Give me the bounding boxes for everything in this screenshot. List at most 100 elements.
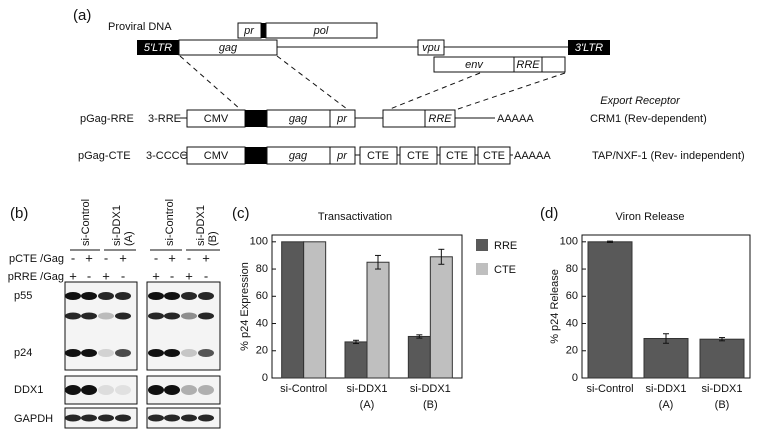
bar <box>407 335 431 379</box>
band <box>81 312 97 320</box>
bar <box>366 261 390 379</box>
band <box>115 312 131 320</box>
sign: - <box>187 250 191 265</box>
x-tick-label: (B) <box>423 399 438 411</box>
gene-label: pr <box>243 25 255 37</box>
panel-label: (d) <box>540 205 558 222</box>
band <box>65 292 81 300</box>
chart-title: Viron Release <box>616 211 685 223</box>
charts: (c) Transactivation % p24 Expression 0 20 40 6… <box>232 205 751 411</box>
band <box>98 414 114 422</box>
element-label: CTE <box>407 150 429 162</box>
band-label: GAPDH <box>14 413 53 425</box>
y-axis-label: % p24 Expression <box>239 262 251 351</box>
construct-name: pGag-CTE <box>78 150 131 162</box>
error-bar <box>607 240 613 243</box>
band <box>98 385 114 395</box>
band <box>98 349 114 357</box>
construct-prefix: 3-CCCC <box>146 150 188 162</box>
band <box>65 312 81 320</box>
blot <box>146 375 221 405</box>
element-label: pr <box>336 113 348 125</box>
sign: + <box>119 250 127 265</box>
x-tick-label: si-DDX1 <box>646 383 687 395</box>
element-label: CTE <box>483 150 505 162</box>
lane-header: (A) <box>123 231 135 246</box>
element-label: gag <box>289 150 308 162</box>
y-tick-label: 40 <box>566 317 578 329</box>
caption: Proviral DNA <box>108 21 172 33</box>
gene <box>433 56 566 73</box>
receptor: CRM1 (Rev-dependent) <box>590 113 707 125</box>
y-tick-label: 20 <box>256 345 268 357</box>
x-tick-label: si-Control <box>280 383 327 395</box>
band <box>81 414 97 422</box>
sign: + <box>69 268 77 283</box>
element-label: CTE <box>367 150 389 162</box>
band <box>198 385 214 395</box>
band-label: p24 <box>14 347 32 359</box>
sign: - <box>154 250 158 265</box>
band-label: p55 <box>14 290 32 302</box>
legend-swatch <box>476 263 488 275</box>
dash-line <box>457 72 566 110</box>
y-tick-label: 60 <box>256 290 268 302</box>
panel-label: (c) <box>232 205 250 222</box>
error-bar <box>353 339 359 345</box>
element-label: gag <box>289 113 308 125</box>
element <box>424 109 456 128</box>
element <box>477 146 511 165</box>
bar <box>643 338 689 379</box>
band <box>198 414 214 422</box>
panel-a: (a) Proviral DNA 5'LTR gag pr pol vpu en… <box>73 7 745 165</box>
sign: - <box>170 268 174 283</box>
error-bar <box>375 254 381 270</box>
band <box>98 312 114 320</box>
band <box>115 349 131 357</box>
gene-mark <box>261 23 266 38</box>
y-tick-label: 60 <box>566 290 578 302</box>
element <box>329 146 356 165</box>
row-label: pRRE /Gag <box>8 271 64 283</box>
error-bar <box>416 334 423 339</box>
y-tick-label: 20 <box>566 345 578 357</box>
band <box>181 312 197 320</box>
sign: + <box>102 268 110 283</box>
sign: + <box>85 250 93 265</box>
dash-line <box>179 55 241 110</box>
band <box>164 385 180 395</box>
polya: AAAAA <box>514 150 551 162</box>
sign: + <box>168 250 176 265</box>
band <box>164 292 180 300</box>
dash-line <box>389 72 481 110</box>
gene-label: 5'LTR <box>144 42 172 54</box>
legend-label: CTE <box>494 264 516 276</box>
element <box>359 146 398 165</box>
lane-header: (B) <box>207 231 219 246</box>
lane-header: si-Control <box>80 199 92 246</box>
band <box>148 292 164 300</box>
band <box>164 312 180 320</box>
gene-label: env <box>465 59 484 71</box>
element-label: pr <box>336 150 348 162</box>
band <box>148 312 164 320</box>
ltr <box>137 40 179 55</box>
sign: + <box>185 268 193 283</box>
construct-prefix: 3-RRE <box>148 113 181 125</box>
element-label: CMV <box>204 150 229 162</box>
sign: - <box>204 268 208 283</box>
element <box>329 109 356 128</box>
y-tick-label: 0 <box>262 372 268 384</box>
bar <box>303 241 327 379</box>
lane-header: si-DDX1 <box>111 205 123 246</box>
band-label: DDX1 <box>14 384 43 396</box>
band <box>148 414 164 422</box>
band <box>198 292 214 300</box>
signs: - + - + - + - ++ - + - + - + - <box>69 250 210 283</box>
construct-name: pGag-RRE <box>80 113 134 125</box>
gene <box>417 39 445 56</box>
heading: Export Receptor <box>600 95 681 107</box>
bar <box>587 241 633 379</box>
y-tick-label: 100 <box>560 236 578 248</box>
